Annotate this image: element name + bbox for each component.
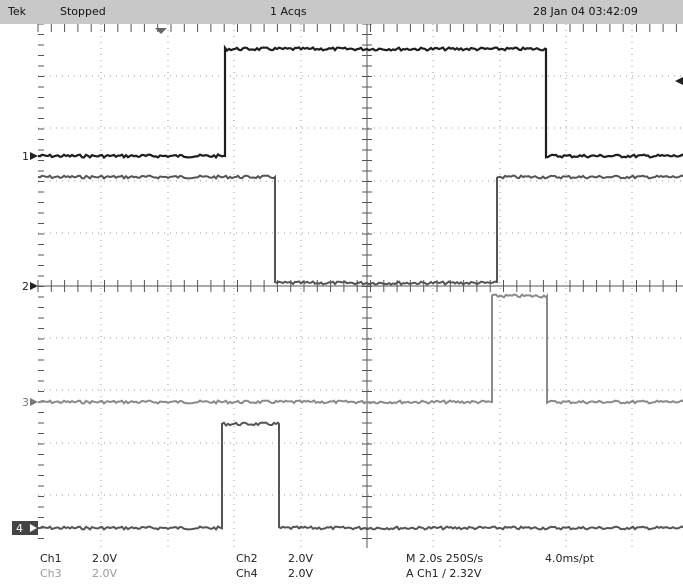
trigger-level-icon — [675, 77, 683, 85]
readout-panel: Ch1 2.0V Ch3 2.0V Ch2 2.0V Ch4 2.0V M 2.… — [0, 548, 683, 585]
ch2-scale: 2.0V — [288, 552, 314, 565]
scope-display: 1 2 3 4 — [12, 24, 683, 548]
ch4-marker-label: 4 — [16, 522, 23, 535]
trigger-position-icon — [155, 28, 167, 34]
ch2-marker-arrow-icon — [30, 282, 38, 290]
ch3-scale: 2.0V — [92, 567, 118, 580]
status-bar: Tek Stopped 1 Acqs 28 Jan 04 03:42:09 — [0, 0, 683, 24]
brand-label: Tek — [8, 5, 26, 18]
ch2-marker-label: 2 — [22, 280, 29, 293]
ch3-trace — [37, 293, 683, 405]
acquisition-state: Stopped — [60, 5, 106, 18]
ch1-marker-label: 1 — [22, 150, 29, 163]
ch1-marker-arrow-icon — [30, 152, 38, 160]
timebase-readout: M 2.0s 250S/s — [406, 552, 484, 565]
graticule — [37, 24, 683, 548]
ch4-marker-arrow-icon — [30, 524, 37, 532]
ch4-marker-box — [12, 521, 38, 535]
channel-markers: 1 2 3 4 — [12, 150, 38, 535]
date-time: 28 Jan 04 03:42:09 — [533, 5, 638, 18]
ch2-label: Ch2 — [236, 552, 258, 565]
ch4-scale: 2.0V — [288, 567, 314, 580]
ch4-trace — [37, 421, 683, 531]
ch2-trace — [37, 174, 683, 286]
ch1-trace — [37, 44, 683, 160]
ch3-label: Ch3 — [40, 567, 62, 580]
ch4-label: Ch4 — [236, 567, 258, 580]
ch1-label: Ch1 — [40, 552, 62, 565]
ch3-marker-arrow-icon — [30, 398, 38, 406]
waveform-traces — [37, 44, 683, 531]
trigger-readout: A Ch1 ∕ 2.32V — [406, 567, 482, 580]
acquisition-count: 1 Acqs — [270, 5, 307, 18]
ch3-marker-label: 3 — [22, 396, 29, 409]
sample-interval-readout: 4.0ms/pt — [545, 552, 594, 565]
ch1-scale: 2.0V — [92, 552, 118, 565]
